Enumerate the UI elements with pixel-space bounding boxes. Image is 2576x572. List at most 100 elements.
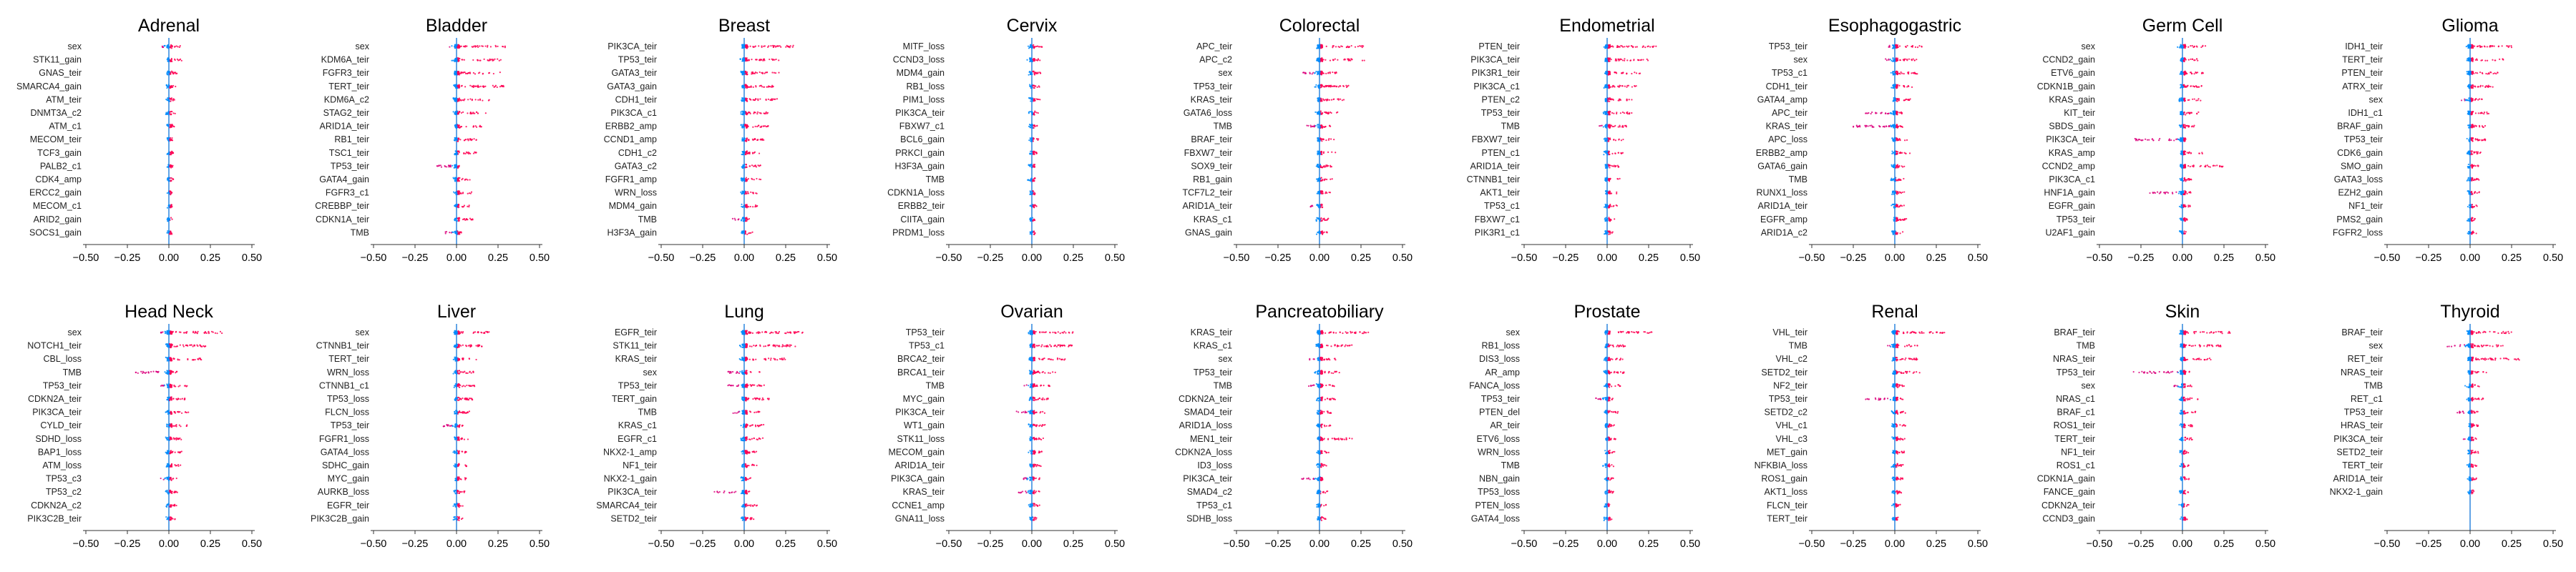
shap-point xyxy=(167,178,168,179)
shap-point xyxy=(2183,44,2185,45)
shap-point xyxy=(1028,46,1029,47)
shap-point xyxy=(792,46,794,48)
shap-point xyxy=(756,139,758,141)
shap-point xyxy=(170,46,172,47)
shap-point xyxy=(1621,139,1622,141)
shap-point xyxy=(759,72,761,73)
shap-point xyxy=(1607,114,1609,115)
shap-point xyxy=(1652,46,1653,47)
shap-point xyxy=(171,137,172,139)
feature-dots xyxy=(454,71,501,76)
shap-point xyxy=(457,126,459,127)
feature-label: PTEN_c2 xyxy=(1482,94,1521,104)
feature-label: GNAS_gain xyxy=(1185,227,1232,237)
shap-point xyxy=(1897,99,1898,100)
feature-dots xyxy=(452,177,470,182)
shap-point xyxy=(1635,46,1636,48)
shap-point xyxy=(473,152,474,154)
feature-dots xyxy=(1028,71,1042,76)
shap-point xyxy=(502,86,503,87)
feature-label: ERCC2_gain xyxy=(29,188,82,198)
feature-dots xyxy=(1890,84,1913,89)
shap-point xyxy=(1318,180,1319,182)
shap-point xyxy=(763,46,764,47)
shap-point xyxy=(494,59,495,60)
shap-point xyxy=(176,45,177,46)
shap-point xyxy=(1041,46,1043,47)
shap-point xyxy=(479,99,481,101)
shap-point xyxy=(1321,192,1322,193)
x-tick-label: −0.25 xyxy=(1553,252,1579,264)
shap-point xyxy=(1921,46,1922,47)
feature-dots xyxy=(1317,97,1345,102)
feature-label: GATA3_c2 xyxy=(615,161,657,171)
shap-point xyxy=(1613,205,1614,207)
shap-point xyxy=(2182,113,2184,114)
shap-point xyxy=(743,71,744,72)
shap-point xyxy=(1600,125,1601,127)
shap-point xyxy=(1327,152,1329,153)
shap-point xyxy=(2182,97,2184,99)
shap-point xyxy=(476,112,477,113)
shap-point xyxy=(1031,140,1033,142)
feature-label: CTNNB1_teir xyxy=(1467,174,1520,184)
shap-point xyxy=(1619,126,1621,127)
shap-point xyxy=(170,192,172,194)
feature-dots xyxy=(1317,190,1331,194)
shap-point xyxy=(1898,206,1900,207)
feature-label: ARID2_gain xyxy=(34,214,82,225)
shap-point xyxy=(1916,59,1917,60)
feature-dots xyxy=(1890,177,1905,182)
shap-point xyxy=(472,219,473,220)
shap-point xyxy=(1610,219,1611,220)
shap-point xyxy=(1030,139,1031,140)
shap-point xyxy=(1603,126,1604,127)
shap-point xyxy=(757,99,758,101)
shap-point xyxy=(2185,114,2186,115)
feature-dots xyxy=(740,124,769,129)
shap-point xyxy=(1604,233,1605,235)
shap-point xyxy=(751,59,752,60)
shap-point xyxy=(771,72,773,73)
shap-point xyxy=(744,112,746,114)
shap-point xyxy=(748,126,749,127)
shap-point xyxy=(762,60,763,61)
shap-point xyxy=(1330,179,1331,180)
shap-point xyxy=(1322,112,1323,114)
shap-point xyxy=(745,220,746,222)
shap-point xyxy=(1317,140,1319,142)
shap-point xyxy=(454,220,456,221)
panel-esophagogastric: EsophagogastricTP53_teirsexTP53_c1CDH1_t… xyxy=(1756,16,1988,264)
shap-point xyxy=(1917,46,1918,48)
shap-point xyxy=(1615,165,1616,167)
shap-point xyxy=(778,72,779,73)
shap-point xyxy=(743,179,744,181)
shap-point xyxy=(456,44,457,46)
shap-point xyxy=(455,46,457,48)
shap-point xyxy=(1910,98,1911,99)
shap-point xyxy=(469,85,471,87)
feature-label: PRDM1_loss xyxy=(892,227,945,237)
shap-point xyxy=(1604,164,1606,165)
feature-dots xyxy=(1885,57,1917,62)
shap-point xyxy=(1347,85,1349,87)
feature-label: TCF3_gain xyxy=(37,148,82,158)
shap-point xyxy=(754,165,756,167)
feature-label: PIK3CA_teir xyxy=(895,108,945,118)
shap-point xyxy=(1033,114,1035,115)
shap-point xyxy=(497,87,498,88)
shap-point xyxy=(1603,112,1604,113)
shap-point xyxy=(1315,71,1317,72)
shap-point xyxy=(771,87,772,88)
feature-dots xyxy=(1030,230,1036,235)
shap-point xyxy=(479,45,480,46)
shap-point xyxy=(1885,113,1886,114)
feature-label: BCL6_gain xyxy=(900,134,945,144)
feature-dots xyxy=(166,124,175,128)
feature-dots xyxy=(162,44,181,49)
shap-point xyxy=(473,72,474,74)
shap-point xyxy=(1891,137,1893,139)
shap-point xyxy=(1639,73,1640,74)
shap-point xyxy=(1317,204,1318,205)
shap-point xyxy=(1028,179,1030,181)
